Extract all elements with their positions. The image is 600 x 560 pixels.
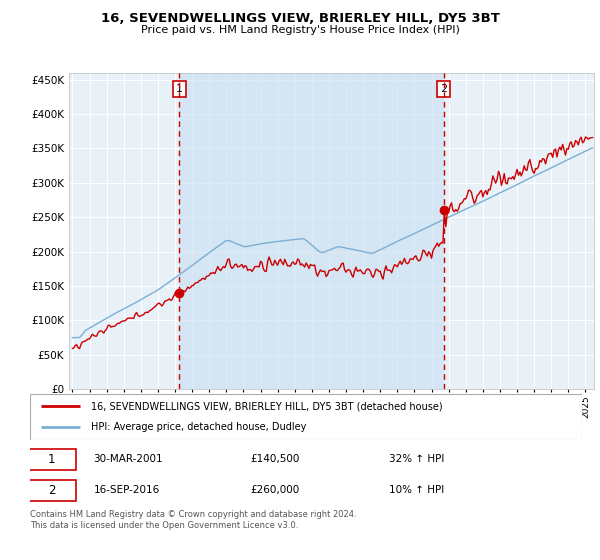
Text: 16, SEVENDWELLINGS VIEW, BRIERLEY HILL, DY5 3BT: 16, SEVENDWELLINGS VIEW, BRIERLEY HILL, …: [101, 12, 499, 25]
Text: 1: 1: [176, 84, 183, 94]
Text: 2: 2: [48, 484, 55, 497]
Text: £260,000: £260,000: [251, 486, 300, 495]
Text: HPI: Average price, detached house, Dudley: HPI: Average price, detached house, Dudl…: [91, 422, 306, 432]
Text: 2: 2: [440, 84, 447, 94]
Text: £140,500: £140,500: [251, 455, 300, 464]
Text: Contains HM Land Registry data © Crown copyright and database right 2024.
This d: Contains HM Land Registry data © Crown c…: [30, 510, 356, 530]
Text: Price paid vs. HM Land Registry's House Price Index (HPI): Price paid vs. HM Land Registry's House …: [140, 25, 460, 35]
Text: 1: 1: [48, 453, 55, 466]
FancyBboxPatch shape: [27, 449, 76, 470]
Text: 30-MAR-2001: 30-MAR-2001: [94, 455, 163, 464]
Text: 16-SEP-2016: 16-SEP-2016: [94, 486, 160, 495]
Text: 32% ↑ HPI: 32% ↑ HPI: [389, 455, 444, 464]
Bar: [179, 73, 443, 389]
FancyBboxPatch shape: [30, 394, 582, 440]
Text: 10% ↑ HPI: 10% ↑ HPI: [389, 486, 444, 495]
Text: 16, SEVENDWELLINGS VIEW, BRIERLEY HILL, DY5 3BT (detached house): 16, SEVENDWELLINGS VIEW, BRIERLEY HILL, …: [91, 401, 442, 411]
FancyBboxPatch shape: [27, 480, 76, 501]
